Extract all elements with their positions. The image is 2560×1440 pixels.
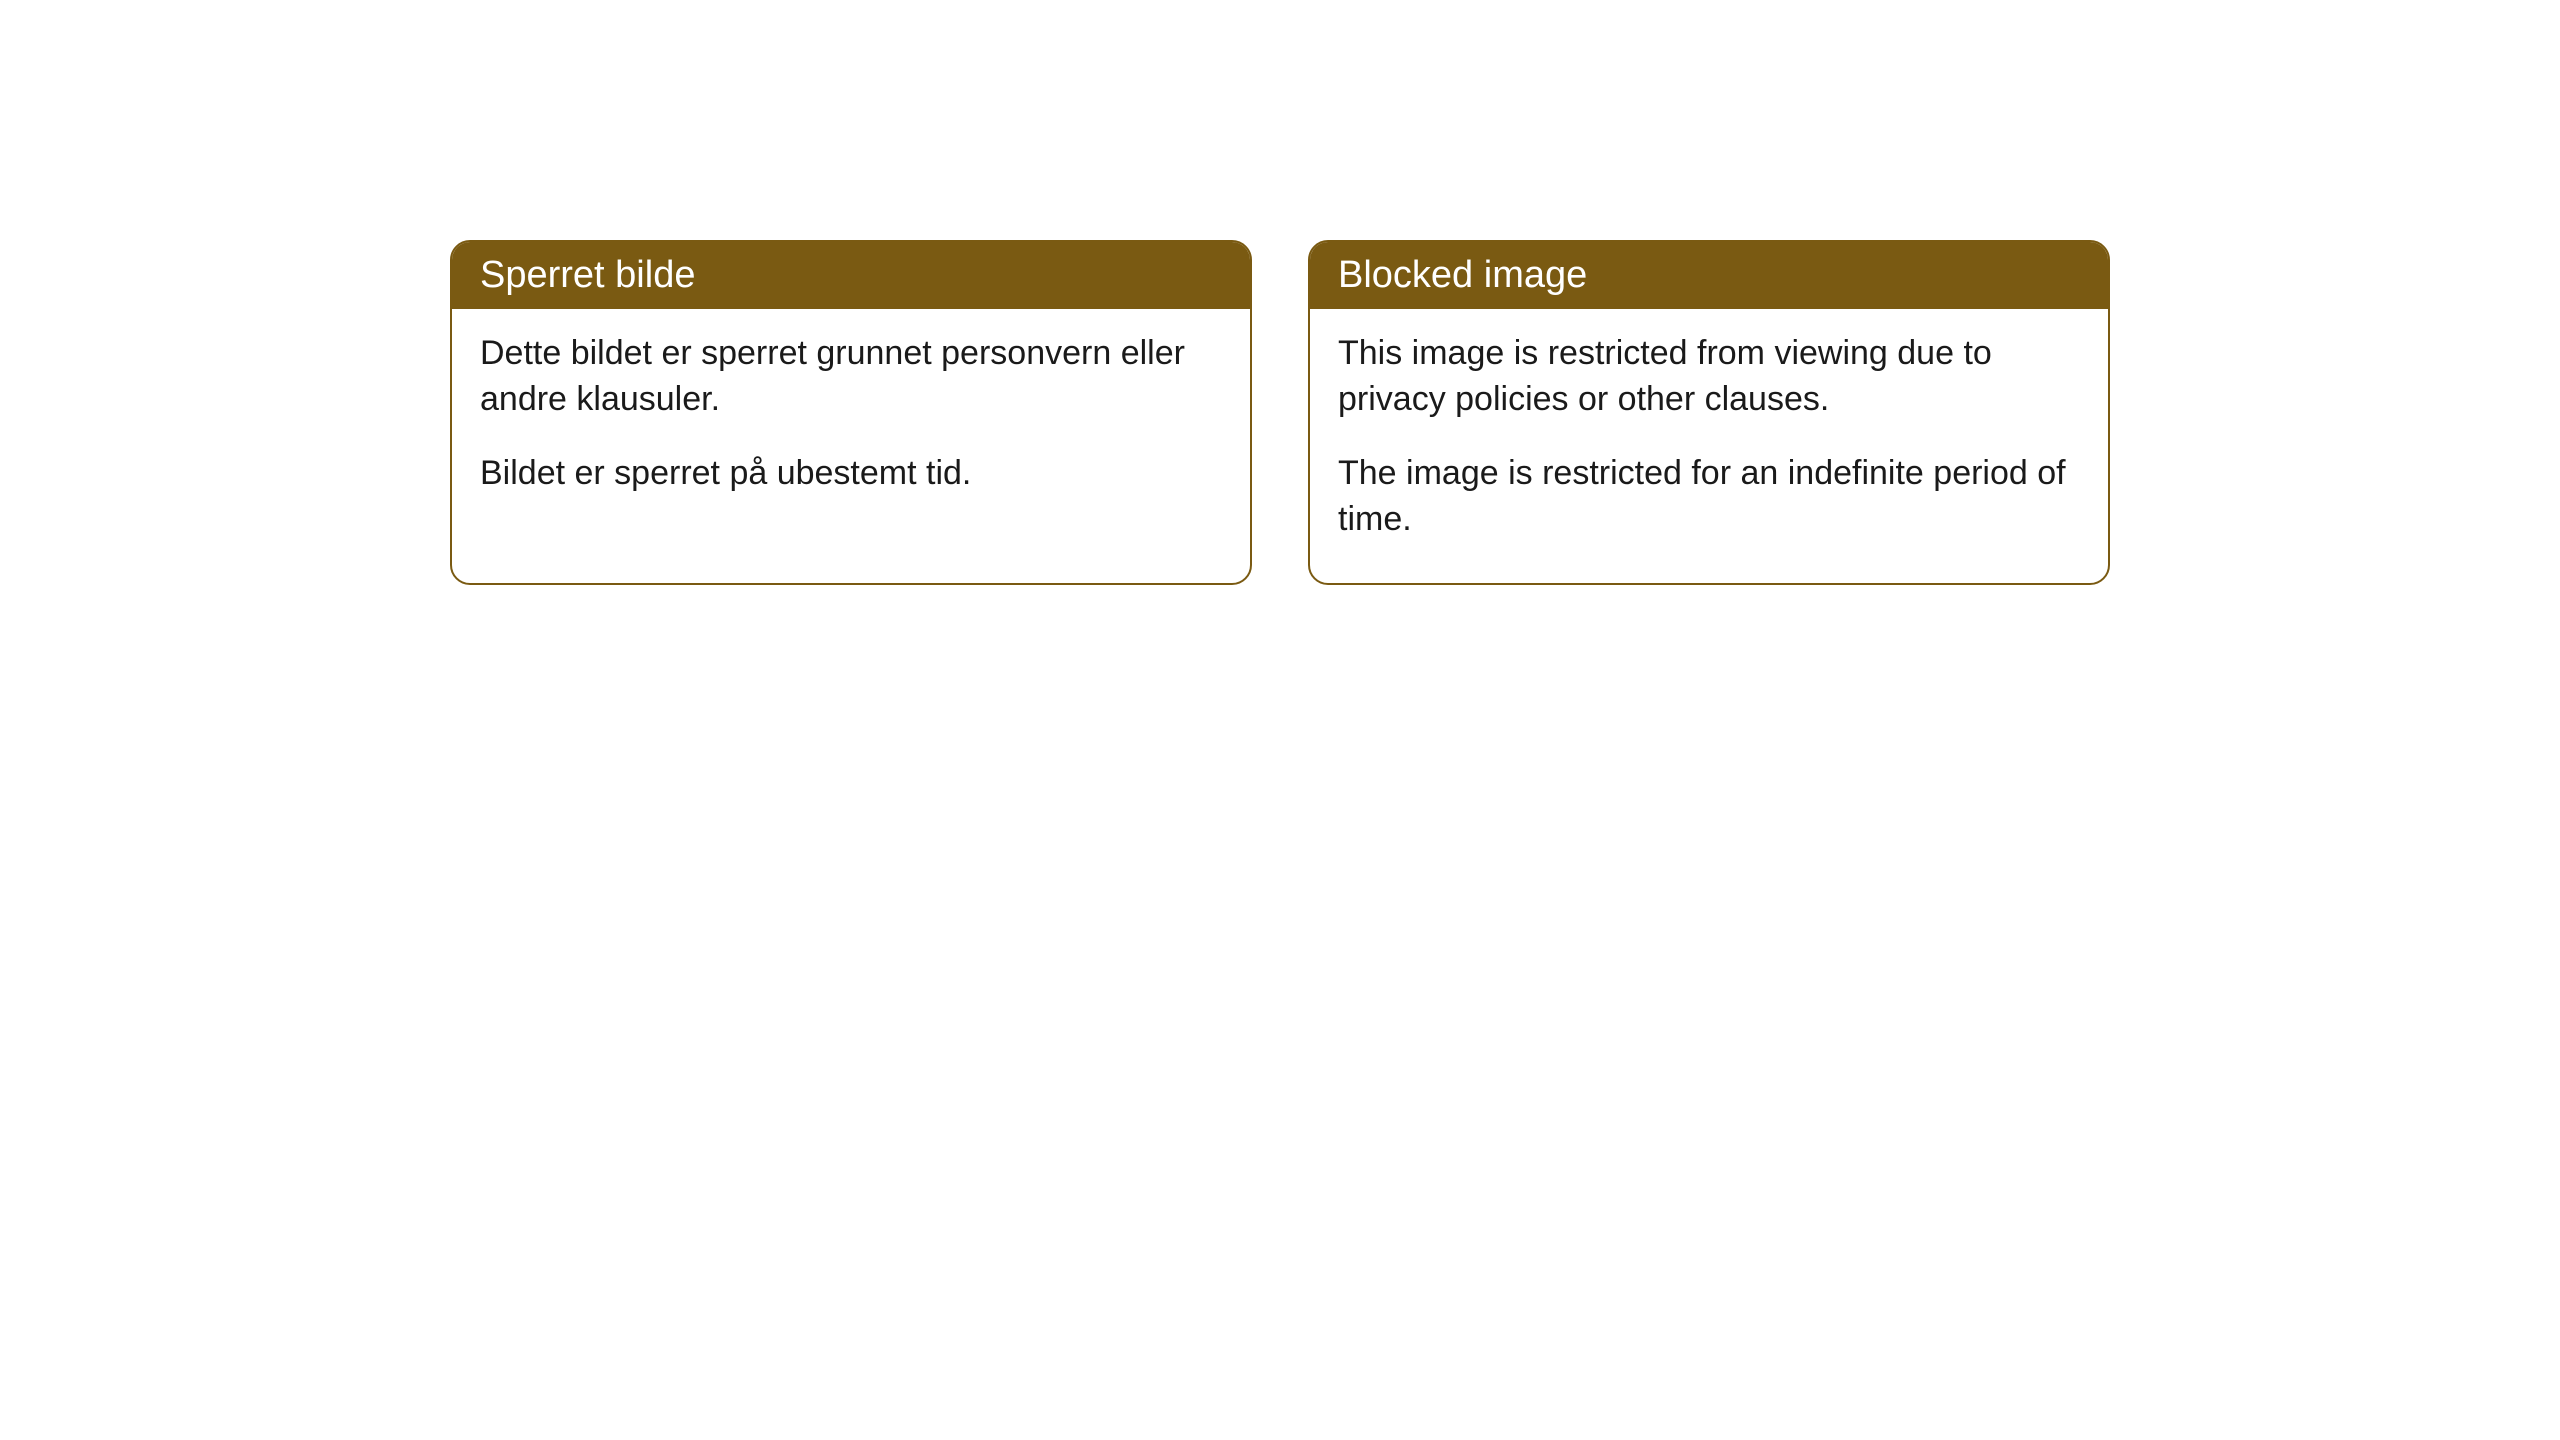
card-paragraph-2: The image is restricted for an indefinit… (1338, 451, 2080, 543)
card-header: Blocked image (1310, 242, 2108, 309)
card-title: Sperret bilde (480, 254, 695, 296)
card-body: This image is restricted from viewing du… (1310, 309, 2108, 583)
blocked-image-card-en: Blocked image This image is restricted f… (1308, 240, 2110, 585)
card-paragraph-2: Bildet er sperret på ubestemt tid. (480, 451, 1222, 497)
cards-container: Sperret bilde Dette bildet er sperret gr… (450, 240, 2110, 585)
card-body: Dette bildet er sperret grunnet personve… (452, 309, 1250, 537)
card-title: Blocked image (1338, 254, 1587, 296)
card-paragraph-1: Dette bildet er sperret grunnet personve… (480, 331, 1222, 423)
card-paragraph-1: This image is restricted from viewing du… (1338, 331, 2080, 423)
card-header: Sperret bilde (452, 242, 1250, 309)
blocked-image-card-no: Sperret bilde Dette bildet er sperret gr… (450, 240, 1252, 585)
